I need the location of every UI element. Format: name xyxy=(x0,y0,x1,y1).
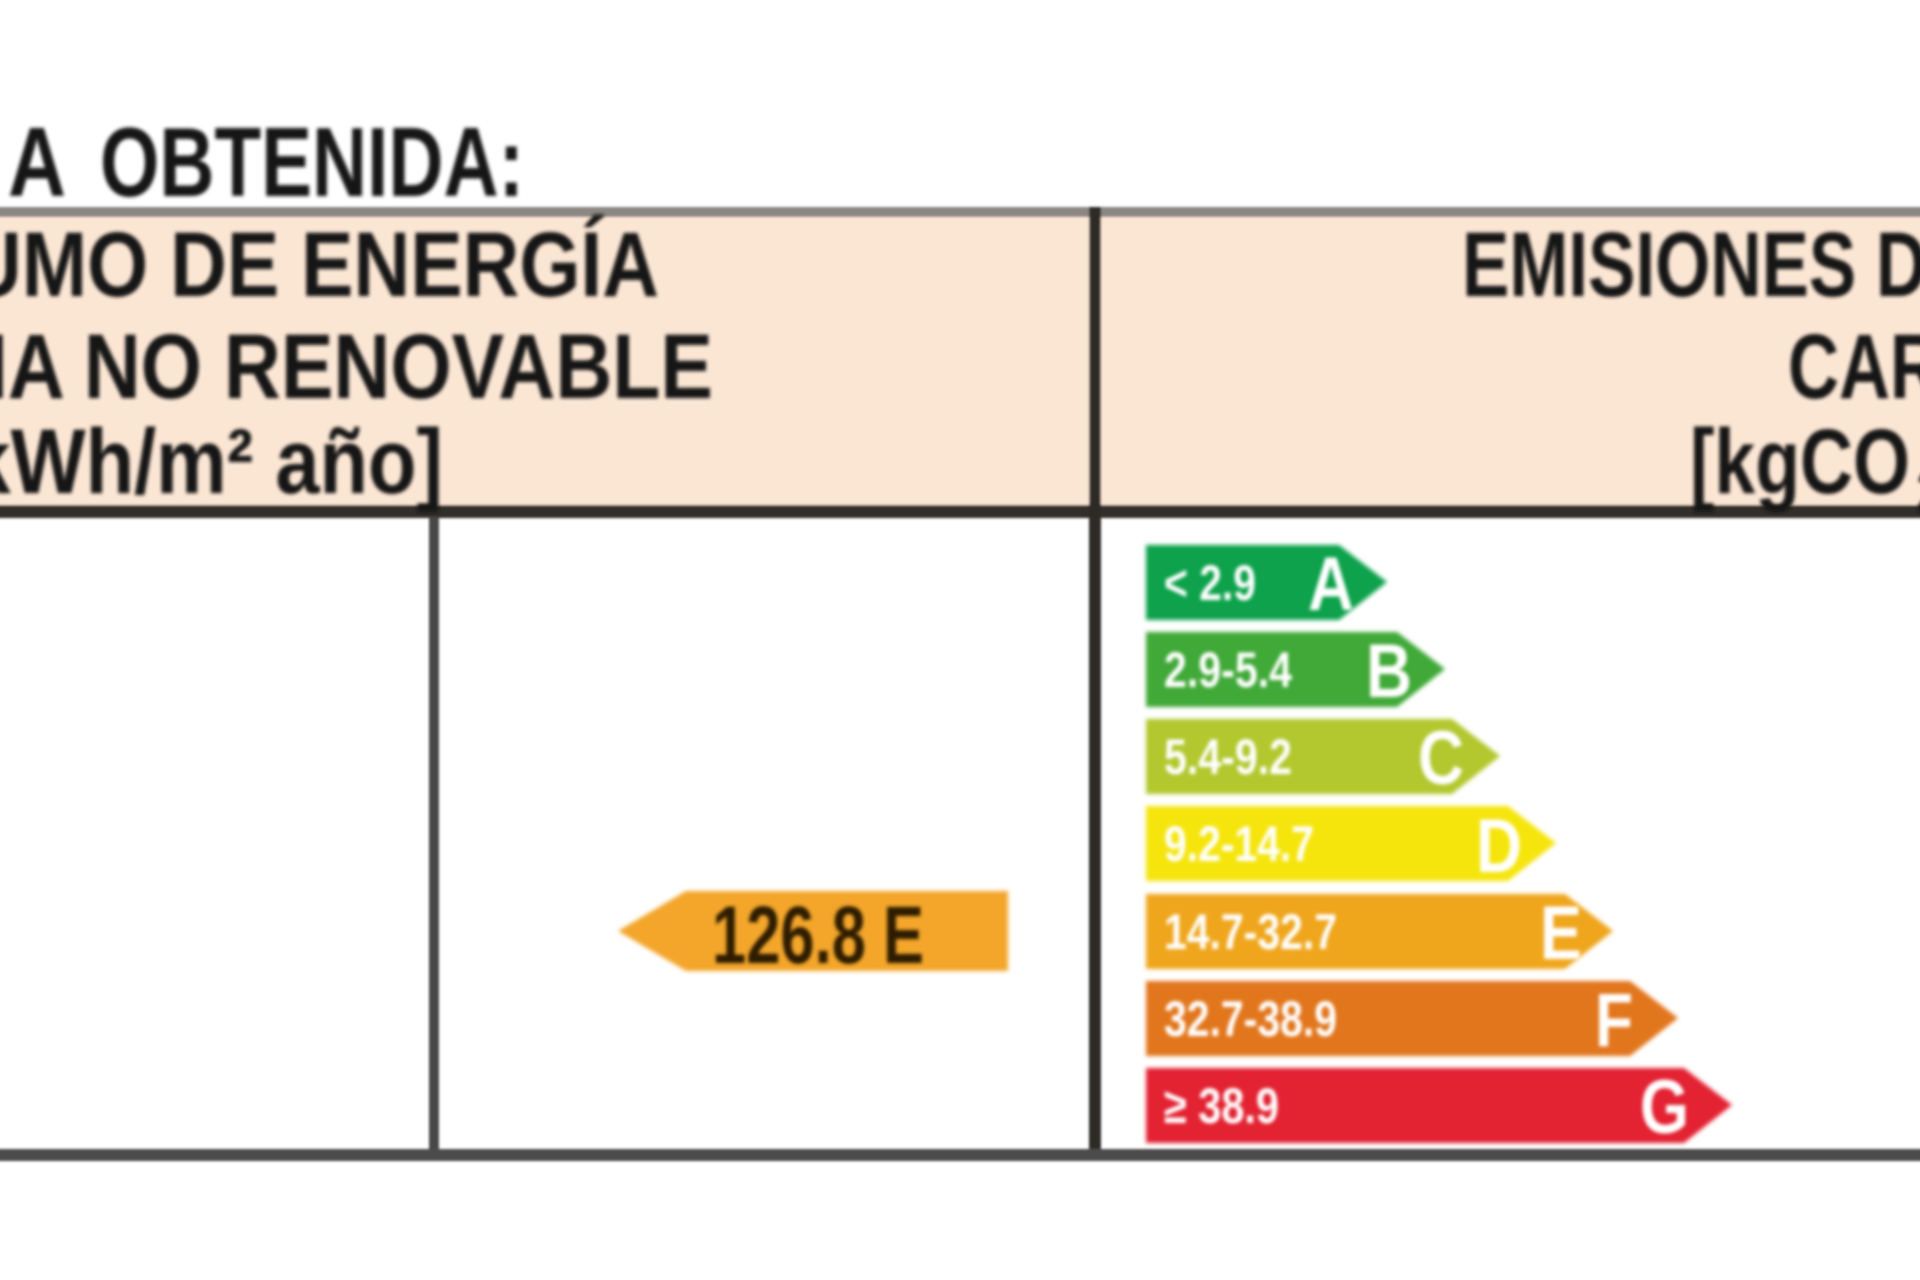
svg-text:32.7-38.9: 32.7-38.9 xyxy=(1164,991,1337,1047)
svg-text:≥ 38.9: ≥ 38.9 xyxy=(1164,1078,1279,1134)
svg-text:G: G xyxy=(1640,1065,1689,1150)
svg-text:A: A xyxy=(8,107,66,217)
svg-text:A: A xyxy=(1308,542,1354,627)
svg-text:5.4-9.2: 5.4-9.2 xyxy=(1164,729,1292,785)
svg-text:B: B xyxy=(1366,629,1412,714)
svg-text:CONSUMO DE ENERGÍA: CONSUMO DE ENERGÍA xyxy=(0,213,659,316)
svg-text:D: D xyxy=(1476,804,1522,889)
svg-text:9.2-14.7: 9.2-14.7 xyxy=(1164,816,1314,872)
svg-text:OBTENIDA:: OBTENIDA: xyxy=(100,107,524,217)
svg-text:F: F xyxy=(1595,978,1633,1063)
svg-text:PRIMARIA NO RENOVABLE: PRIMARIA NO RENOVABLE xyxy=(0,316,713,418)
svg-text:C: C xyxy=(1418,716,1464,801)
svg-text:EMISIONES DE DIÓXIDO DE: EMISIONES DE DIÓXIDO DE xyxy=(1462,213,1920,316)
svg-text:[kWh/m² año]: [kWh/m² año] xyxy=(0,411,443,513)
svg-text:[kgCO: [kgCO xyxy=(1690,411,1910,513)
svg-text:126.8 E: 126.8 E xyxy=(712,890,924,981)
svg-text:2: 2 xyxy=(1916,458,1920,525)
svg-text:< 2.9: < 2.9 xyxy=(1164,555,1256,611)
svg-text:14.7-32.7: 14.7-32.7 xyxy=(1164,904,1337,960)
svg-text:2.9-5.4: 2.9-5.4 xyxy=(1164,642,1292,698)
svg-text:E: E xyxy=(1540,891,1582,976)
svg-text:CARBONO: CARBONO xyxy=(1788,316,1920,418)
